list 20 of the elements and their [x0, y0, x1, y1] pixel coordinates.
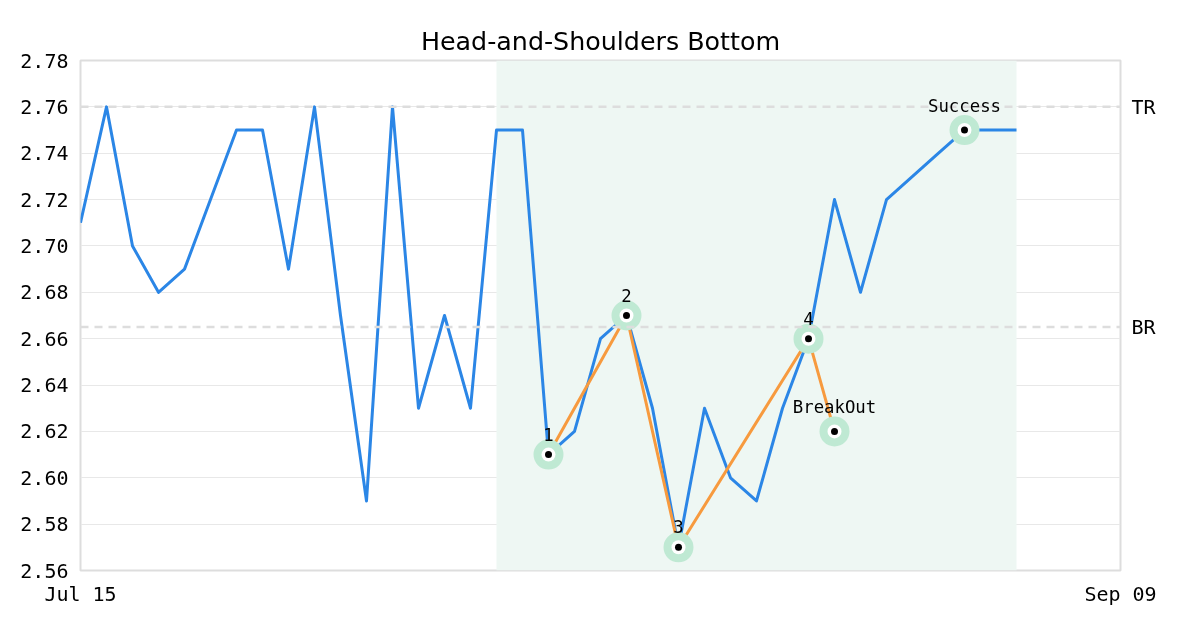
x-tick-label: Sep 09	[1084, 581, 1157, 606]
y-tick-label: 2.66	[20, 326, 69, 351]
y-tick-label: 2.56	[20, 558, 69, 583]
annotation: 1	[543, 424, 554, 445]
ref-line-label: BR	[1131, 315, 1157, 340]
annotation: Success	[927, 96, 1002, 117]
y-tick-label: 2.74	[20, 141, 69, 166]
y-tick-label: 2.64	[20, 373, 69, 398]
chart-title: Head-and-Shoulders Bottom	[420, 25, 781, 56]
y-tick-label: 2.58	[20, 512, 69, 537]
y-tick-label: 2.70	[20, 233, 69, 258]
y-tick-label: 2.72	[20, 187, 69, 212]
y-tick-label: 2.76	[20, 94, 69, 119]
ref-line-label: TR	[1131, 94, 1157, 119]
x-tick-label: Jul 15	[44, 581, 117, 606]
y-tick-label: 2.62	[20, 419, 69, 444]
annotation: 2	[621, 285, 632, 306]
y-tick-label: 2.60	[20, 465, 69, 490]
y-tick-label: 2.68	[20, 280, 69, 305]
y-tick-label: 2.78	[20, 48, 69, 73]
